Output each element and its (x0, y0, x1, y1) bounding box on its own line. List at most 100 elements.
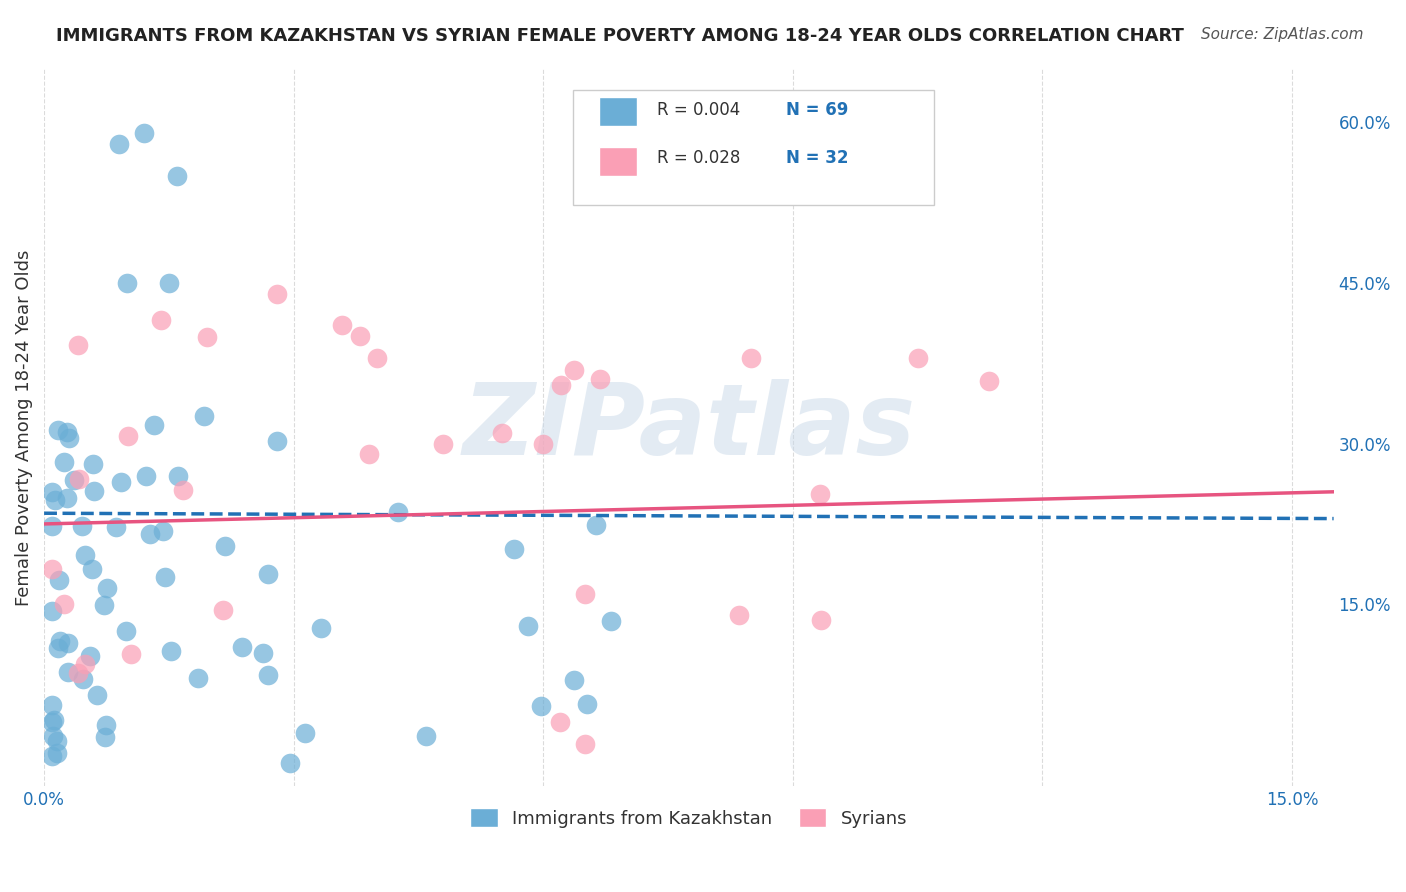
Point (46, 641, 69, 656)
Point (46, 423, 69, 437)
FancyBboxPatch shape (599, 97, 637, 126)
Point (366, 351, 388, 365)
Point (41, 714, 63, 729)
Text: R = 0.004: R = 0.004 (657, 101, 740, 120)
Text: IMMIGRANTS FROM KAZAKHSTAN VS SYRIAN FEMALE POVERTY AMONG 18-24 YEAR OLDS CORREL: IMMIGRANTS FROM KAZAKHSTAN VS SYRIAN FEM… (56, 27, 1184, 45)
Point (740, 351, 762, 365)
Point (548, 715, 571, 730)
Point (387, 505, 409, 519)
Point (574, 586, 596, 600)
Point (257, 567, 280, 582)
Point (266, 286, 288, 301)
Text: ZIPatlas: ZIPatlas (463, 379, 915, 476)
Point (58, 636, 80, 650)
Point (48, 573, 70, 587)
Point (41, 748, 63, 763)
Point (167, 468, 190, 483)
Point (576, 697, 599, 711)
Point (187, 672, 209, 686)
Point (139, 527, 162, 541)
Point (117, 428, 139, 442)
Point (977, 374, 1000, 388)
Point (574, 737, 596, 751)
Point (491, 425, 513, 440)
Point (105, 520, 128, 534)
Point (42, 713, 65, 727)
Point (56, 425, 79, 440)
Point (53, 455, 76, 469)
Point (160, 643, 183, 657)
Point (214, 539, 236, 553)
Point (503, 541, 526, 556)
Point (810, 613, 832, 627)
Point (530, 698, 553, 713)
Point (110, 475, 132, 489)
Point (56, 491, 79, 505)
Point (132, 126, 155, 140)
Point (46, 734, 69, 748)
Point (82, 562, 104, 576)
Point (73, 548, 96, 562)
Point (73, 657, 96, 671)
Text: N = 32: N = 32 (786, 149, 848, 168)
Point (67, 472, 90, 486)
Point (117, 276, 139, 290)
Point (52, 597, 75, 611)
Legend: Immigrants from Kazakhstan, Syrians: Immigrants from Kazakhstan, Syrians (463, 801, 914, 835)
Point (41, 698, 63, 712)
Point (72, 672, 94, 686)
Point (44, 492, 66, 507)
Point (63, 473, 86, 487)
Point (193, 409, 215, 424)
Point (357, 447, 380, 461)
Point (907, 351, 929, 365)
Point (252, 646, 274, 660)
Point (585, 518, 607, 533)
Point (330, 318, 353, 332)
Point (143, 417, 166, 432)
Point (83, 484, 105, 499)
Point (550, 377, 572, 392)
Point (115, 624, 138, 638)
Point (231, 640, 253, 655)
Point (79, 649, 101, 664)
Point (212, 603, 235, 617)
Point (562, 673, 585, 687)
Point (266, 434, 288, 449)
Text: R = 0.028: R = 0.028 (657, 149, 740, 168)
Point (516, 619, 538, 633)
Point (58, 665, 80, 679)
Point (153, 570, 176, 584)
Point (195, 329, 218, 343)
Point (728, 608, 751, 623)
Point (349, 329, 371, 343)
Point (157, 276, 180, 290)
Point (86, 688, 108, 702)
Point (41, 484, 63, 499)
Point (82, 457, 104, 471)
Y-axis label: Female Poverty Among 18-24 Year Olds: Female Poverty Among 18-24 Year Olds (15, 249, 32, 606)
Point (152, 524, 174, 539)
Point (600, 614, 623, 628)
Point (108, 136, 131, 151)
Point (256, 667, 278, 681)
Point (70, 519, 93, 533)
Point (311, 621, 333, 635)
Point (49, 634, 72, 648)
Text: N = 69: N = 69 (786, 101, 848, 120)
Point (66, 665, 89, 680)
Point (58, 431, 80, 445)
Point (41, 562, 63, 576)
Point (135, 469, 157, 483)
Point (562, 363, 585, 377)
Point (96, 717, 118, 731)
Point (67, 338, 90, 352)
Point (45, 746, 67, 760)
Point (172, 483, 194, 497)
Point (531, 436, 554, 450)
FancyBboxPatch shape (572, 90, 934, 205)
Point (589, 372, 612, 386)
Point (415, 729, 437, 743)
Point (808, 486, 831, 500)
Point (278, 756, 301, 771)
